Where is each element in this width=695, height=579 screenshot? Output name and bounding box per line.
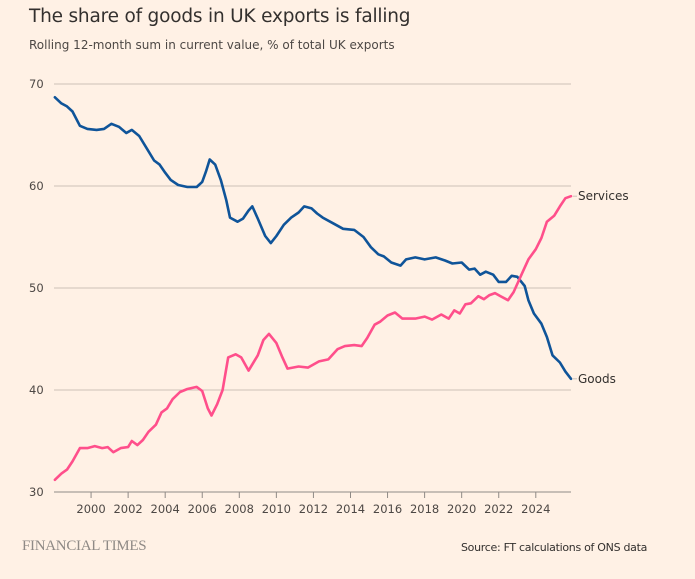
services-label: Services (578, 189, 629, 203)
y-tick-label: 30 (29, 485, 44, 499)
x-tick-label: 2016 (373, 502, 402, 516)
y-tick-label: 50 (29, 281, 44, 295)
x-tick-label: 2014 (336, 502, 365, 516)
x-tick-label: 2002 (113, 502, 142, 516)
gridlines (54, 83, 571, 493)
series-labels: Goods Services (573, 189, 629, 386)
y-tick-label: 40 (29, 383, 44, 397)
x-tick-label: 2008 (225, 502, 254, 516)
source-note: Source: FT calculations of ONS data (461, 541, 648, 554)
services-line (53, 194, 573, 482)
goods-label: Goods (578, 372, 616, 386)
chart-title: The share of goods in UK exports is fall… (29, 6, 411, 27)
chart-subtitle: Rolling 12-month sum in current value, %… (29, 38, 395, 52)
x-tick-label: 2018 (410, 502, 439, 516)
x-tick-label: 2020 (447, 502, 476, 516)
x-tick-label: 2004 (151, 502, 180, 516)
x-tick-label: 2000 (76, 502, 105, 516)
ft-logo: FINANCIAL TIMES (22, 538, 147, 554)
y-tick-label: 60 (29, 179, 44, 193)
x-tick-label: 2024 (521, 502, 550, 516)
series-lines (53, 96, 573, 482)
y-tick-label: 70 (29, 77, 44, 91)
y-axis: 30 40 50 60 70 (29, 77, 44, 499)
x-tick-label: 2022 (484, 502, 513, 516)
x-axis: 2000 2002 2004 2006 2008 2010 2012 2014 2016 2018… (76, 492, 550, 516)
x-tick-label: 2006 (188, 502, 217, 516)
x-tick-label: 2012 (299, 502, 328, 516)
x-tick-label: 2010 (262, 502, 291, 516)
goods-line (53, 96, 573, 381)
